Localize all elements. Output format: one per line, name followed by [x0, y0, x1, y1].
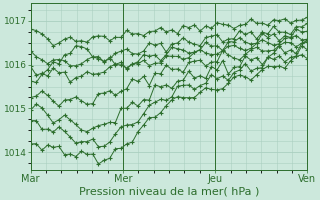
X-axis label: Pression niveau de la mer( hPa ): Pression niveau de la mer( hPa ) [79, 187, 259, 197]
